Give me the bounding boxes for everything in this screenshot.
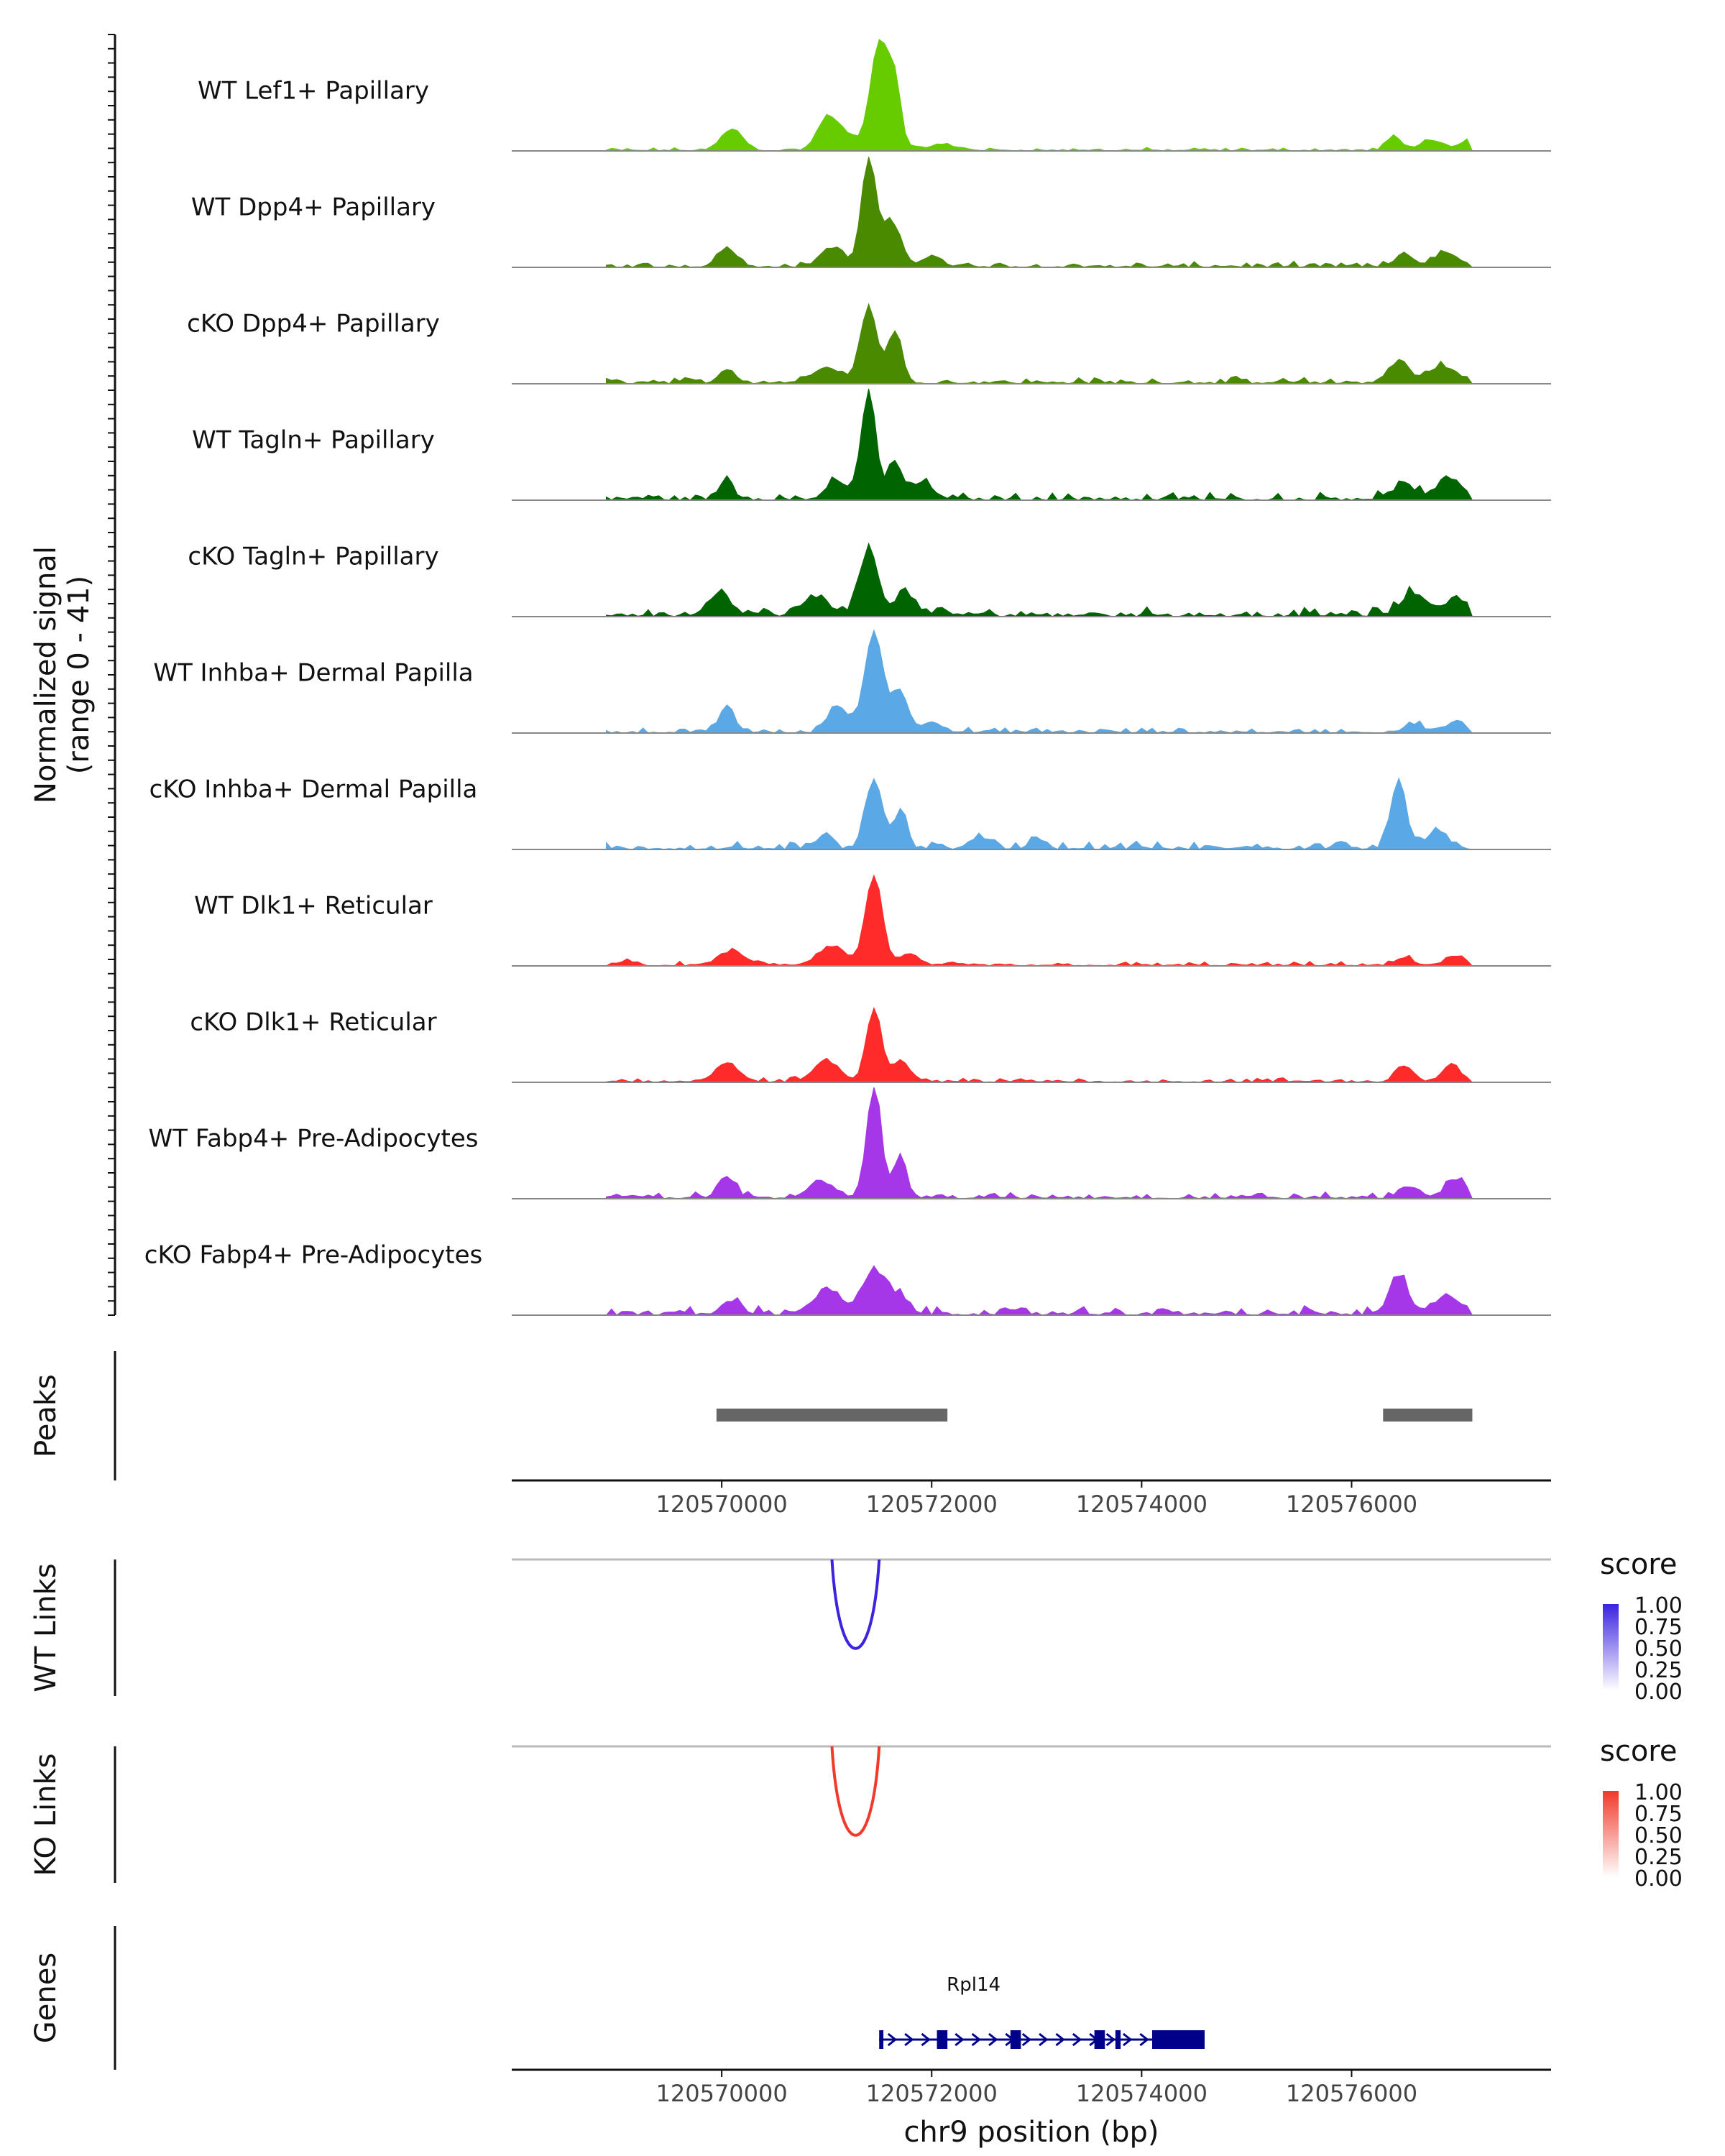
coverage-track-label: cKO Tagln+ Papillary: [188, 543, 438, 571]
gene-strand-arrow: [904, 2032, 914, 2047]
legend-title: score: [1600, 1735, 1677, 1768]
legend-colorbar: [1603, 1791, 1619, 1877]
coverage-area: [605, 303, 1551, 384]
coverage-area: [605, 157, 1551, 268]
gene-name-label: Rpl14: [947, 1974, 1000, 1996]
legend-tick-label: 0.75: [1634, 1802, 1683, 1827]
x-axis-tick-label: 120570000: [656, 2080, 788, 2107]
x-axis-label: chr9 position (bp): [903, 2116, 1159, 2149]
coverage-y-range-label: (range 0 - 41): [63, 576, 96, 774]
coverage-track: WT Fabp4+ Pre-Adipocytes: [149, 1087, 1551, 1199]
gene-strand-arrow: [954, 2032, 965, 2047]
link-arc: [830, 1559, 881, 1650]
link-arc: [830, 1746, 881, 1837]
links-track: WT Links score 1.000.750.500.250.00: [29, 1548, 1683, 1705]
x-axis-tick-label: 120574000: [1076, 1491, 1208, 1518]
coverage-area: [605, 39, 1551, 152]
x-axis-tick-label: 120570000: [656, 1491, 788, 1518]
coverage-track-label: WT Fabp4+ Pre-Adipocytes: [149, 1125, 479, 1153]
coverage-track-label: WT Lef1+ Papillary: [198, 77, 429, 106]
coverage-track: cKO Fabp4+ Pre-Adipocytes: [144, 1241, 1551, 1316]
coverage-track: cKO Dlk1+ Reticular: [190, 1007, 1551, 1083]
links-y-label: WT Links: [29, 1563, 63, 1692]
gene-strand-arrow: [1105, 2032, 1116, 2047]
peaks-y-label: Peaks: [29, 1374, 63, 1457]
coverage-track: cKO Tagln+ Papillary: [188, 543, 1551, 617]
x-axis-tick-label: 120576000: [1286, 1491, 1417, 1518]
coverage-track: WT Dlk1+ Reticular: [194, 874, 1551, 967]
coverage-track-label: cKO Dlk1+ Reticular: [190, 1008, 436, 1037]
peak-interval: [716, 1409, 948, 1422]
coverage-track: cKO Inhba+ Dermal Papilla: [150, 775, 1551, 850]
coverage-tracks: Normalized signal (range 0 - 41) WT Lef1+ …: [29, 34, 1551, 1316]
peaks-track: Peaks 120570000 120572000 120574000 12057600…: [29, 1351, 1551, 1518]
coverage-area: [605, 874, 1551, 967]
coverage-track-label: cKO Fabp4+ Pre-Adipocytes: [144, 1241, 483, 1270]
x-axis-tick-label: 120572000: [866, 2080, 998, 2107]
coverage-track: WT Inhba+ Dermal Papilla: [153, 629, 1551, 734]
coverage-track: WT Tagln+ Papillary: [192, 388, 1551, 501]
legend-tick-label: 0.00: [1634, 1866, 1683, 1892]
coverage-track-label: cKO Dpp4+ Papillary: [187, 310, 440, 338]
gene-strand-arrow: [988, 2032, 998, 2047]
genes-y-label: Genes: [29, 1953, 63, 2043]
legend-title: score: [1600, 1548, 1677, 1581]
peak-interval: [1383, 1409, 1473, 1422]
coverage-track-label: WT Inhba+ Dermal Papilla: [153, 659, 473, 688]
gene-strand-arrow: [1021, 2032, 1032, 2047]
legend-tick-label: 0.25: [1634, 1845, 1683, 1870]
x-axis-tick-label: 120574000: [1076, 2080, 1208, 2107]
coverage-y-label: Normalized signal: [29, 546, 63, 803]
legend-tick-label: 1.00: [1634, 1593, 1683, 1618]
coverage-track: WT Lef1+ Papillary: [198, 39, 1551, 152]
gene-exon: [879, 2030, 884, 2049]
coverage-track: WT Dpp4+ Papillary: [191, 157, 1551, 268]
gene-strand-arrow: [1055, 2032, 1065, 2047]
legend-tick-label: 0.50: [1634, 1823, 1683, 1848]
gene-strand-arrow: [887, 2032, 898, 2047]
gene-strand-arrow: [921, 2032, 931, 2047]
x-axis-tick-label: 120576000: [1286, 2080, 1417, 2107]
coverage-track-label: WT Tagln+ Papillary: [192, 426, 435, 455]
gene-exon: [1115, 2030, 1121, 2049]
gene-exon: [1010, 2030, 1021, 2049]
gene-exon: [1151, 2030, 1205, 2049]
coverage-area: [605, 1007, 1551, 1083]
legend-tick-label: 0.50: [1634, 1636, 1683, 1662]
gene-exon: [1094, 2030, 1105, 2049]
coverage-track-label: cKO Inhba+ Dermal Papilla: [150, 775, 478, 804]
legend-tick-label: 0.25: [1634, 1658, 1683, 1683]
coverage-track-label: WT Dlk1+ Reticular: [194, 892, 433, 921]
coverage-area: [605, 777, 1551, 850]
gene-strand-arrow: [1039, 2032, 1049, 2047]
coverage-area: [605, 542, 1551, 617]
coverage-area: [605, 388, 1551, 501]
coverage-area: [605, 1087, 1551, 1199]
coverage-area: [606, 1265, 1551, 1316]
legend-colorbar: [1603, 1604, 1619, 1690]
legend-tick-label: 1.00: [1634, 1780, 1683, 1805]
legend-tick-label: 0.00: [1634, 1680, 1683, 1705]
coverage-track-label: WT Dpp4+ Papillary: [191, 193, 436, 222]
genes-track: Genes Rpl14 120570000 120572000 120574000 120…: [29, 1926, 1551, 2149]
gene-strand-arrow: [1139, 2032, 1149, 2047]
gene-strand-arrow: [1072, 2032, 1082, 2047]
links-track: KO Links score 1.000.750.500.250.00: [29, 1735, 1683, 1892]
coverage-area: [605, 629, 1551, 734]
legend-tick-label: 0.75: [1634, 1615, 1683, 1640]
gene-strand-arrow: [1122, 2032, 1133, 2047]
gene-strand-arrow: [971, 2032, 981, 2047]
x-axis-tick-label: 120572000: [866, 1491, 998, 1518]
gene-exon: [937, 2030, 948, 2049]
links-y-label: KO Links: [29, 1754, 63, 1876]
coverage-track: cKO Dpp4+ Papillary: [187, 303, 1551, 384]
